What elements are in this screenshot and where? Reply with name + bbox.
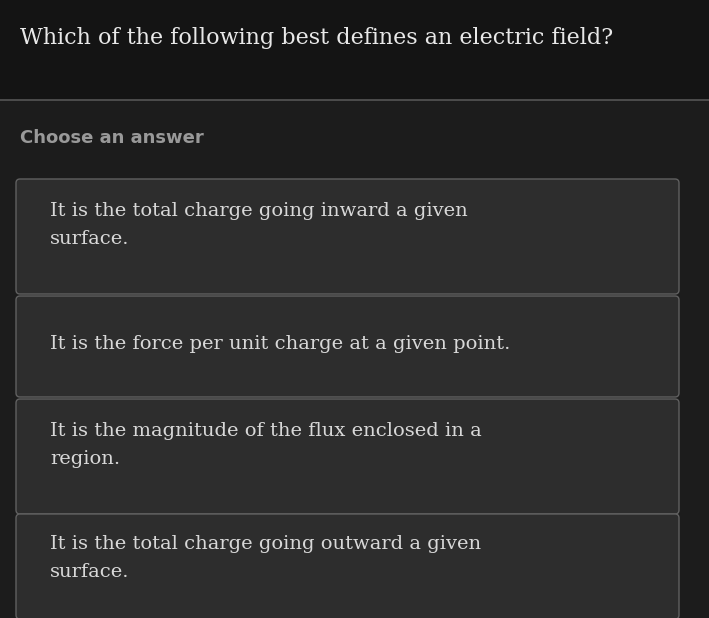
Text: It is the total charge going inward a given
surface.: It is the total charge going inward a gi… — [50, 203, 468, 248]
FancyBboxPatch shape — [16, 179, 679, 294]
Text: Which of the following best defines an electric field?: Which of the following best defines an e… — [20, 27, 613, 49]
FancyBboxPatch shape — [16, 514, 679, 618]
FancyBboxPatch shape — [16, 296, 679, 397]
Text: It is the magnitude of the flux enclosed in a
region.: It is the magnitude of the flux enclosed… — [50, 423, 481, 468]
FancyBboxPatch shape — [16, 399, 679, 514]
Text: Choose an answer: Choose an answer — [20, 129, 203, 147]
Text: It is the force per unit charge at a given point.: It is the force per unit charge at a giv… — [50, 335, 510, 353]
Bar — [0, 0, 709, 100]
Text: It is the total charge going outward a given
surface.: It is the total charge going outward a g… — [50, 535, 481, 580]
